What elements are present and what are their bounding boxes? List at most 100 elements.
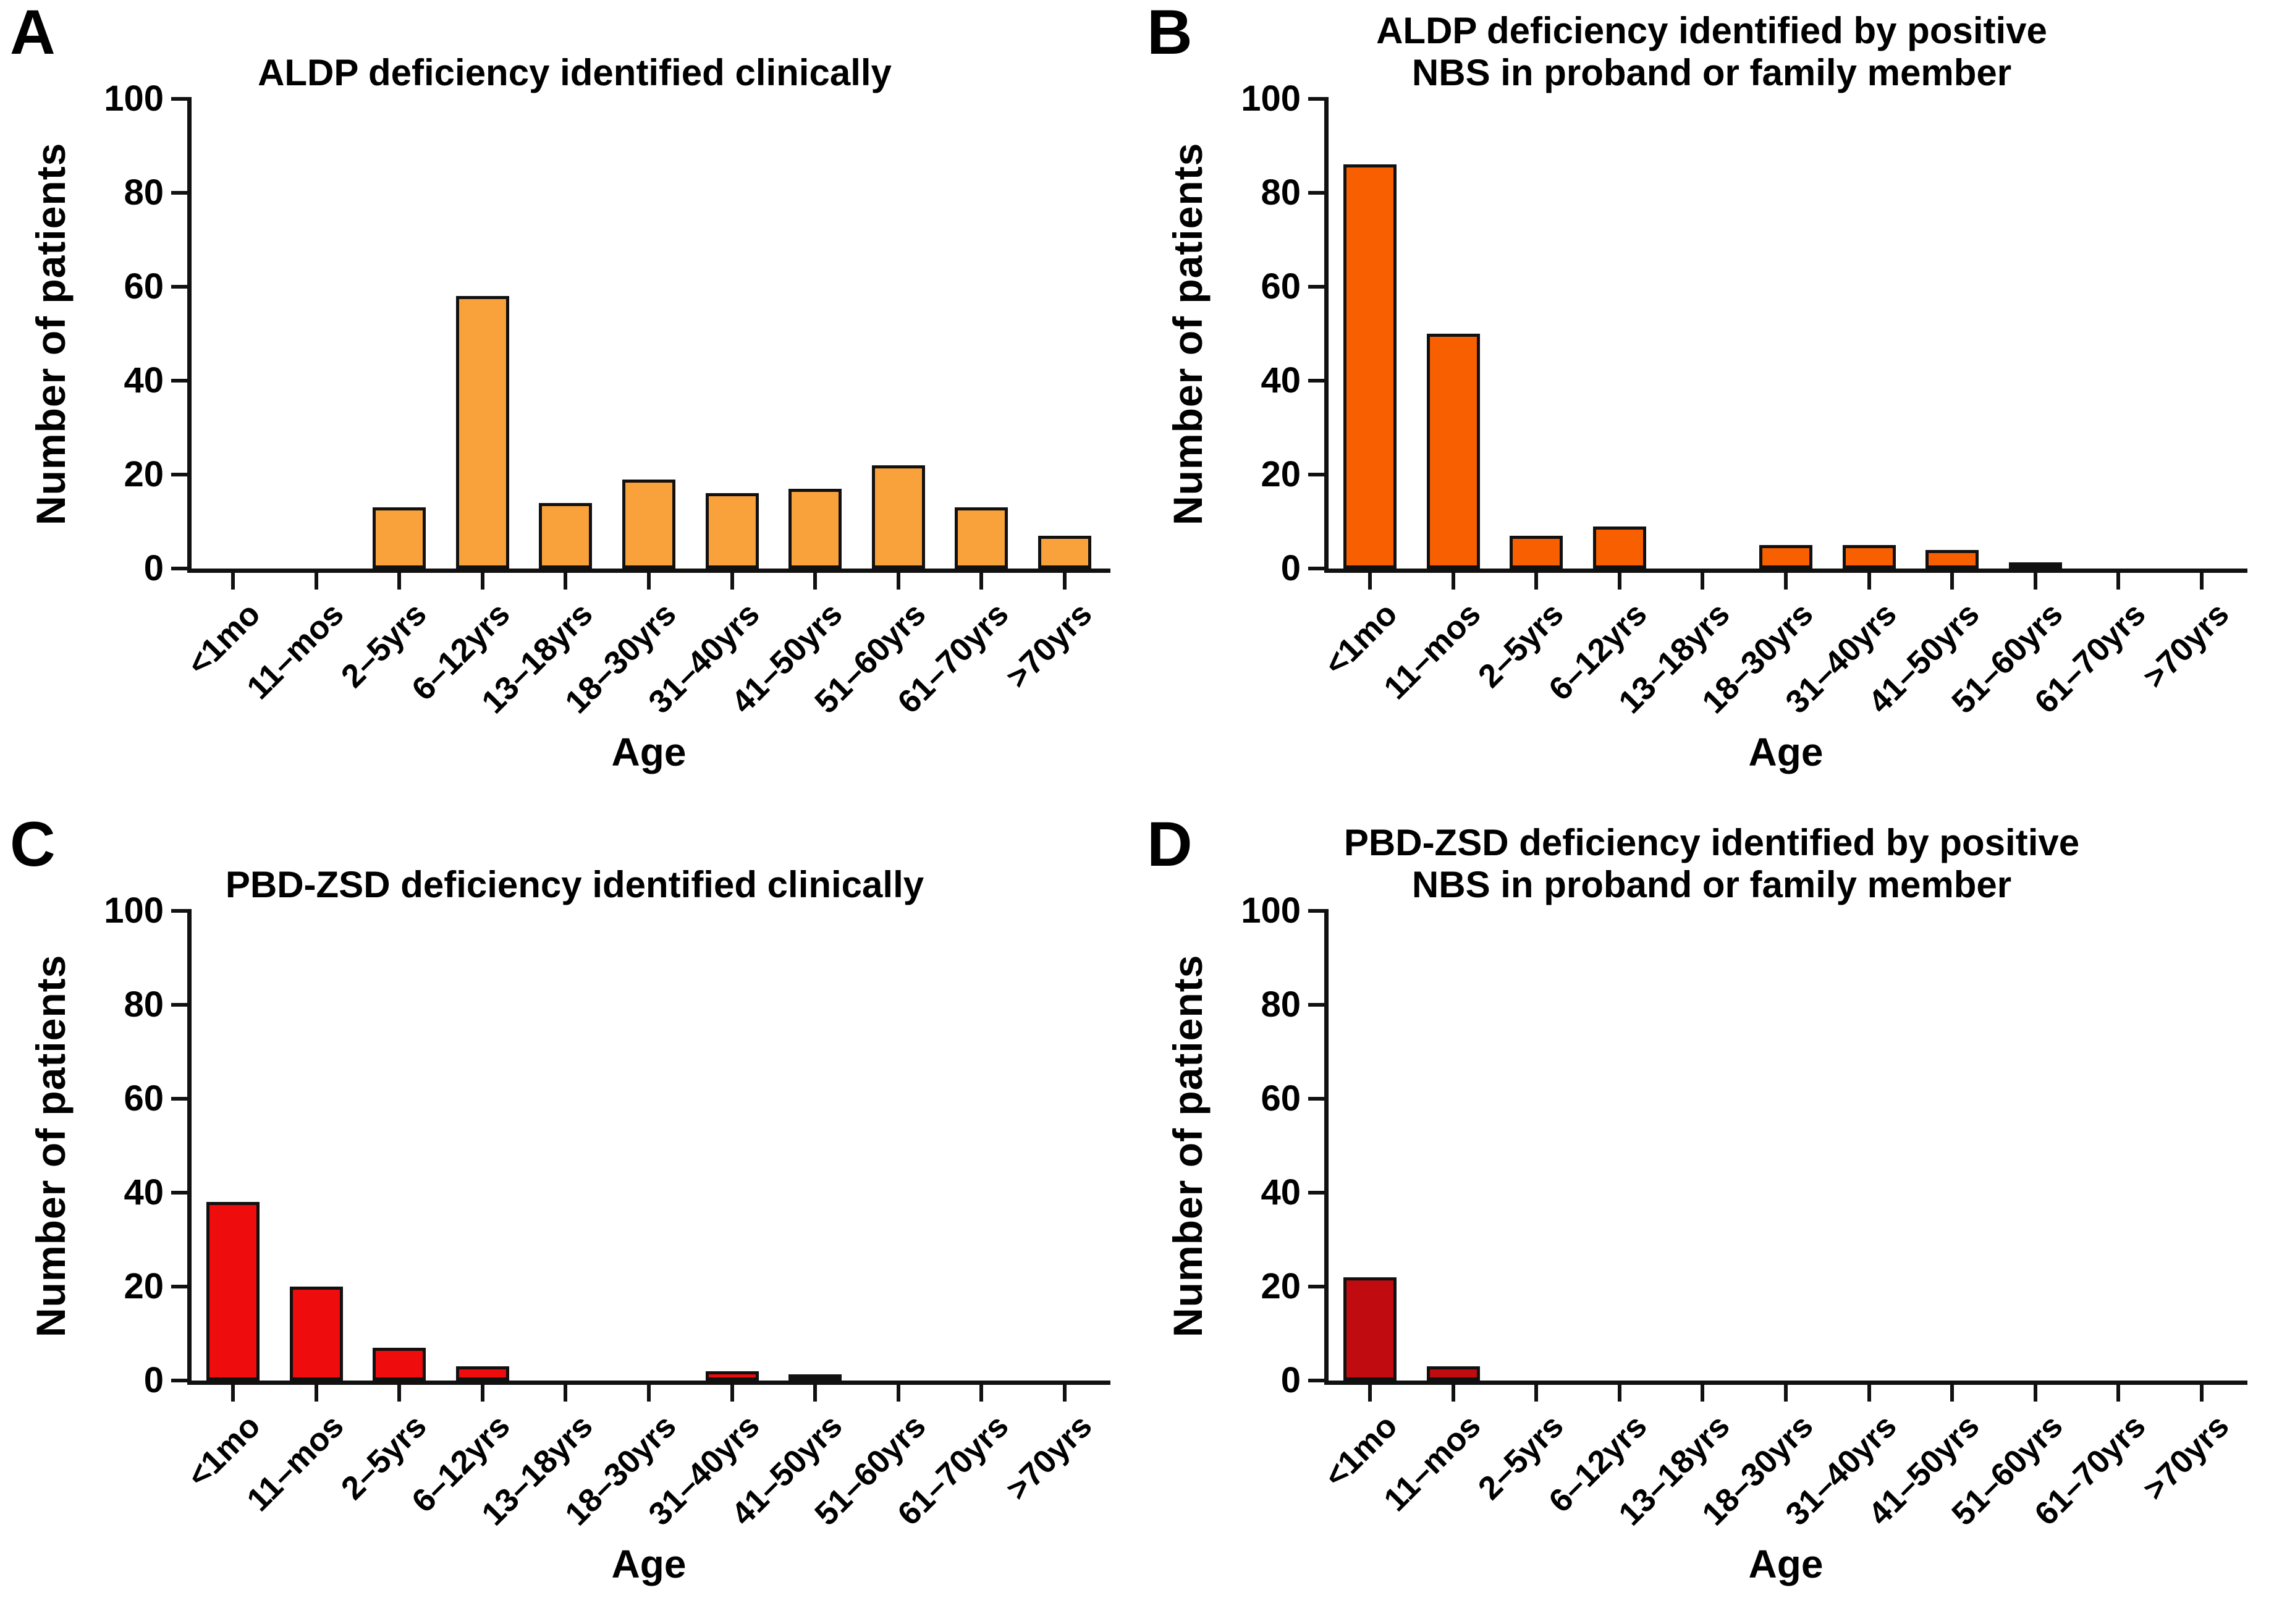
y-tick-label: 80 [1261,172,1301,213]
y-tick-label: 0 [1280,1360,1301,1400]
y-tick [1308,473,1324,476]
panel-b: B ALDP deficiency identified by positive… [1137,0,2274,812]
y-tick-label: 80 [124,984,164,1025]
y-tick [171,1285,187,1288]
y-tick [171,1191,187,1195]
y-tick-label: 80 [1261,984,1301,1025]
x-tick [896,1385,900,1402]
x-tick [979,1385,984,1402]
y-tick [1308,1003,1324,1007]
y-axis-line [1324,97,1329,573]
x-axis-line [1324,569,2247,573]
x-tick [314,573,318,590]
x-tick [730,573,734,590]
bar [1592,527,1646,569]
x-tick [1867,1385,1871,1402]
plot-area: 0 20 40 60 80 100 <1mo 11–mos 2–5yrs 6–12yrs 13–18… [104,80,1110,721]
y-tick [171,909,187,913]
y-axis-line [1324,909,1329,1385]
x-tick [1784,573,1788,590]
x-tick [1701,1385,1705,1402]
x-tick [1451,573,1455,590]
y-tick-label: 40 [1261,360,1301,400]
bar [1426,334,1480,569]
y-tick-label: 0 [143,1360,164,1400]
x-tick [2199,1385,2204,1402]
x-tick [480,1385,484,1402]
y-tick-label: 20 [1261,454,1301,494]
y-tick-label: 100 [104,78,164,119]
y-tick-label: 80 [124,172,164,213]
panel-letter: D [1147,809,1193,879]
y-tick [1308,567,1324,570]
bar [705,1371,759,1381]
x-tick [2116,573,2121,590]
panel-letter: C [10,809,56,879]
y-tick-label: 0 [143,548,164,588]
y-tick-label: 40 [1261,1172,1301,1212]
y-tick-label: 100 [1241,78,1301,119]
bar [289,1287,343,1381]
x-tick [231,1385,235,1402]
bar [622,480,675,569]
y-tick-label: 0 [1280,548,1301,588]
x-tick [1784,1385,1788,1402]
bar [788,1374,842,1381]
bar [1759,545,1812,569]
bar [455,1366,509,1381]
y-tick-label: 20 [1261,1266,1301,1306]
chart-title: PBD-ZSD deficiency identified by positiv… [1343,822,2080,905]
x-tick [1617,573,1621,590]
x-tick [1368,573,1372,590]
y-axis-title: Number of patients [1165,954,1211,1337]
x-tick [1062,1385,1067,1402]
x-tick [2116,1385,2121,1402]
y-tick-label: 40 [124,360,164,400]
x-axis-line [187,1381,1110,1385]
y-tick-label: 20 [124,1266,164,1306]
x-tick [979,573,984,590]
y-tick [171,1379,187,1382]
chart-title: ALDP deficiency identified by positive N… [1376,10,2047,93]
y-axis-line [187,97,192,573]
x-tick [1867,573,1871,590]
x-axis-line [1324,1381,2247,1385]
y-tick [171,191,187,195]
y-tick-label: 40 [124,1172,164,1212]
bar [705,493,759,569]
panel-d: D PBD-ZSD deficiency identified by posit… [1137,812,2274,1624]
y-tick-label: 100 [1241,890,1301,931]
x-tick [1451,1385,1455,1402]
x-tick [314,1385,318,1402]
x-axis-title: Age [1748,730,1824,774]
panel-a: A ALDP deficiency identified clinically … [0,0,1137,812]
y-tick [171,285,187,289]
x-tick [1617,1385,1621,1402]
y-tick-label: 60 [1261,1078,1301,1119]
plot-area: 0 20 40 60 80 100 <1mo 11–mos 2–5yrs 6–12yrs 13–18… [1241,892,2247,1533]
bar [373,1348,426,1381]
x-tick [730,1385,734,1402]
x-tick [397,573,402,590]
x-tick [2033,573,2037,590]
y-tick [1308,97,1324,101]
y-tick [171,473,187,476]
chart-title: ALDP deficiency identified clinically [258,52,892,93]
bar [539,503,593,569]
x-axis-line [187,569,1110,573]
x-axis-title: Age [1748,1542,1824,1586]
bar [955,507,1008,569]
y-tick-label: 60 [1261,266,1301,307]
y-tick-label: 100 [104,890,164,931]
x-tick [564,573,568,590]
bar [1343,164,1397,569]
x-tick [647,573,651,590]
y-tick-label: 60 [124,1078,164,1119]
y-tick [1308,191,1324,195]
x-tick [1368,1385,1372,1402]
y-tick [171,97,187,101]
x-tick [2033,1385,2037,1402]
x-tick [813,1385,818,1402]
bar [1038,536,1091,569]
bar [788,489,842,569]
